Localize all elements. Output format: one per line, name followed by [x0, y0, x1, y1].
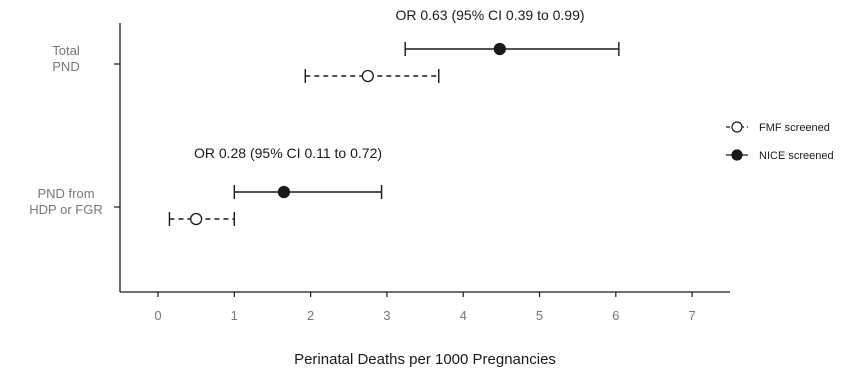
x-tick-label: 0 — [154, 308, 161, 323]
annotations: OR 0.63 (95% CI 0.39 to 0.99) OR 0.28 (95… — [194, 7, 585, 161]
y-category-label: Total PND — [52, 43, 80, 74]
or-annotation: OR 0.63 (95% CI 0.39 to 0.99) — [395, 7, 584, 23]
data-marks — [168, 42, 620, 226]
point-estimate — [277, 185, 291, 199]
legend-marker — [731, 149, 743, 161]
x-tick-label: 6 — [612, 308, 619, 323]
legend: FMF screened NICE screened — [726, 121, 834, 162]
x-axis-title: Perinatal Deaths per 1000 Pregnancies — [294, 351, 556, 368]
or-annotation: OR 0.28 (95% CI 0.11 to 0.72) — [194, 145, 382, 161]
interval-mark — [304, 69, 440, 83]
x-tick-label: 7 — [688, 308, 695, 323]
x-tick-label: 3 — [383, 308, 390, 323]
point-estimate — [189, 212, 203, 226]
point-estimate — [361, 69, 374, 83]
legend-item: NICE screened — [726, 149, 834, 162]
x-tick-label: 4 — [460, 308, 467, 323]
point-estimate — [493, 42, 506, 56]
x-tick-label: 5 — [536, 308, 543, 323]
legend-label: FMF screened — [759, 122, 830, 134]
legend-item: FMF screened — [726, 121, 830, 134]
x-tick-label: 1 — [231, 308, 238, 323]
interval-mark — [404, 42, 620, 56]
legend-marker — [731, 121, 743, 133]
legend-label: NICE screened — [759, 150, 834, 162]
category-labels: Total PND PND from HDP or FGR — [29, 43, 102, 217]
x-tick-label: 2 — [307, 308, 314, 323]
axes: 0 1 2 3 4 5 6 7 — [114, 23, 730, 323]
interval-mark — [233, 185, 383, 199]
interval-mark — [168, 212, 236, 226]
y-category-label: PND from HDP or FGR — [29, 186, 102, 217]
